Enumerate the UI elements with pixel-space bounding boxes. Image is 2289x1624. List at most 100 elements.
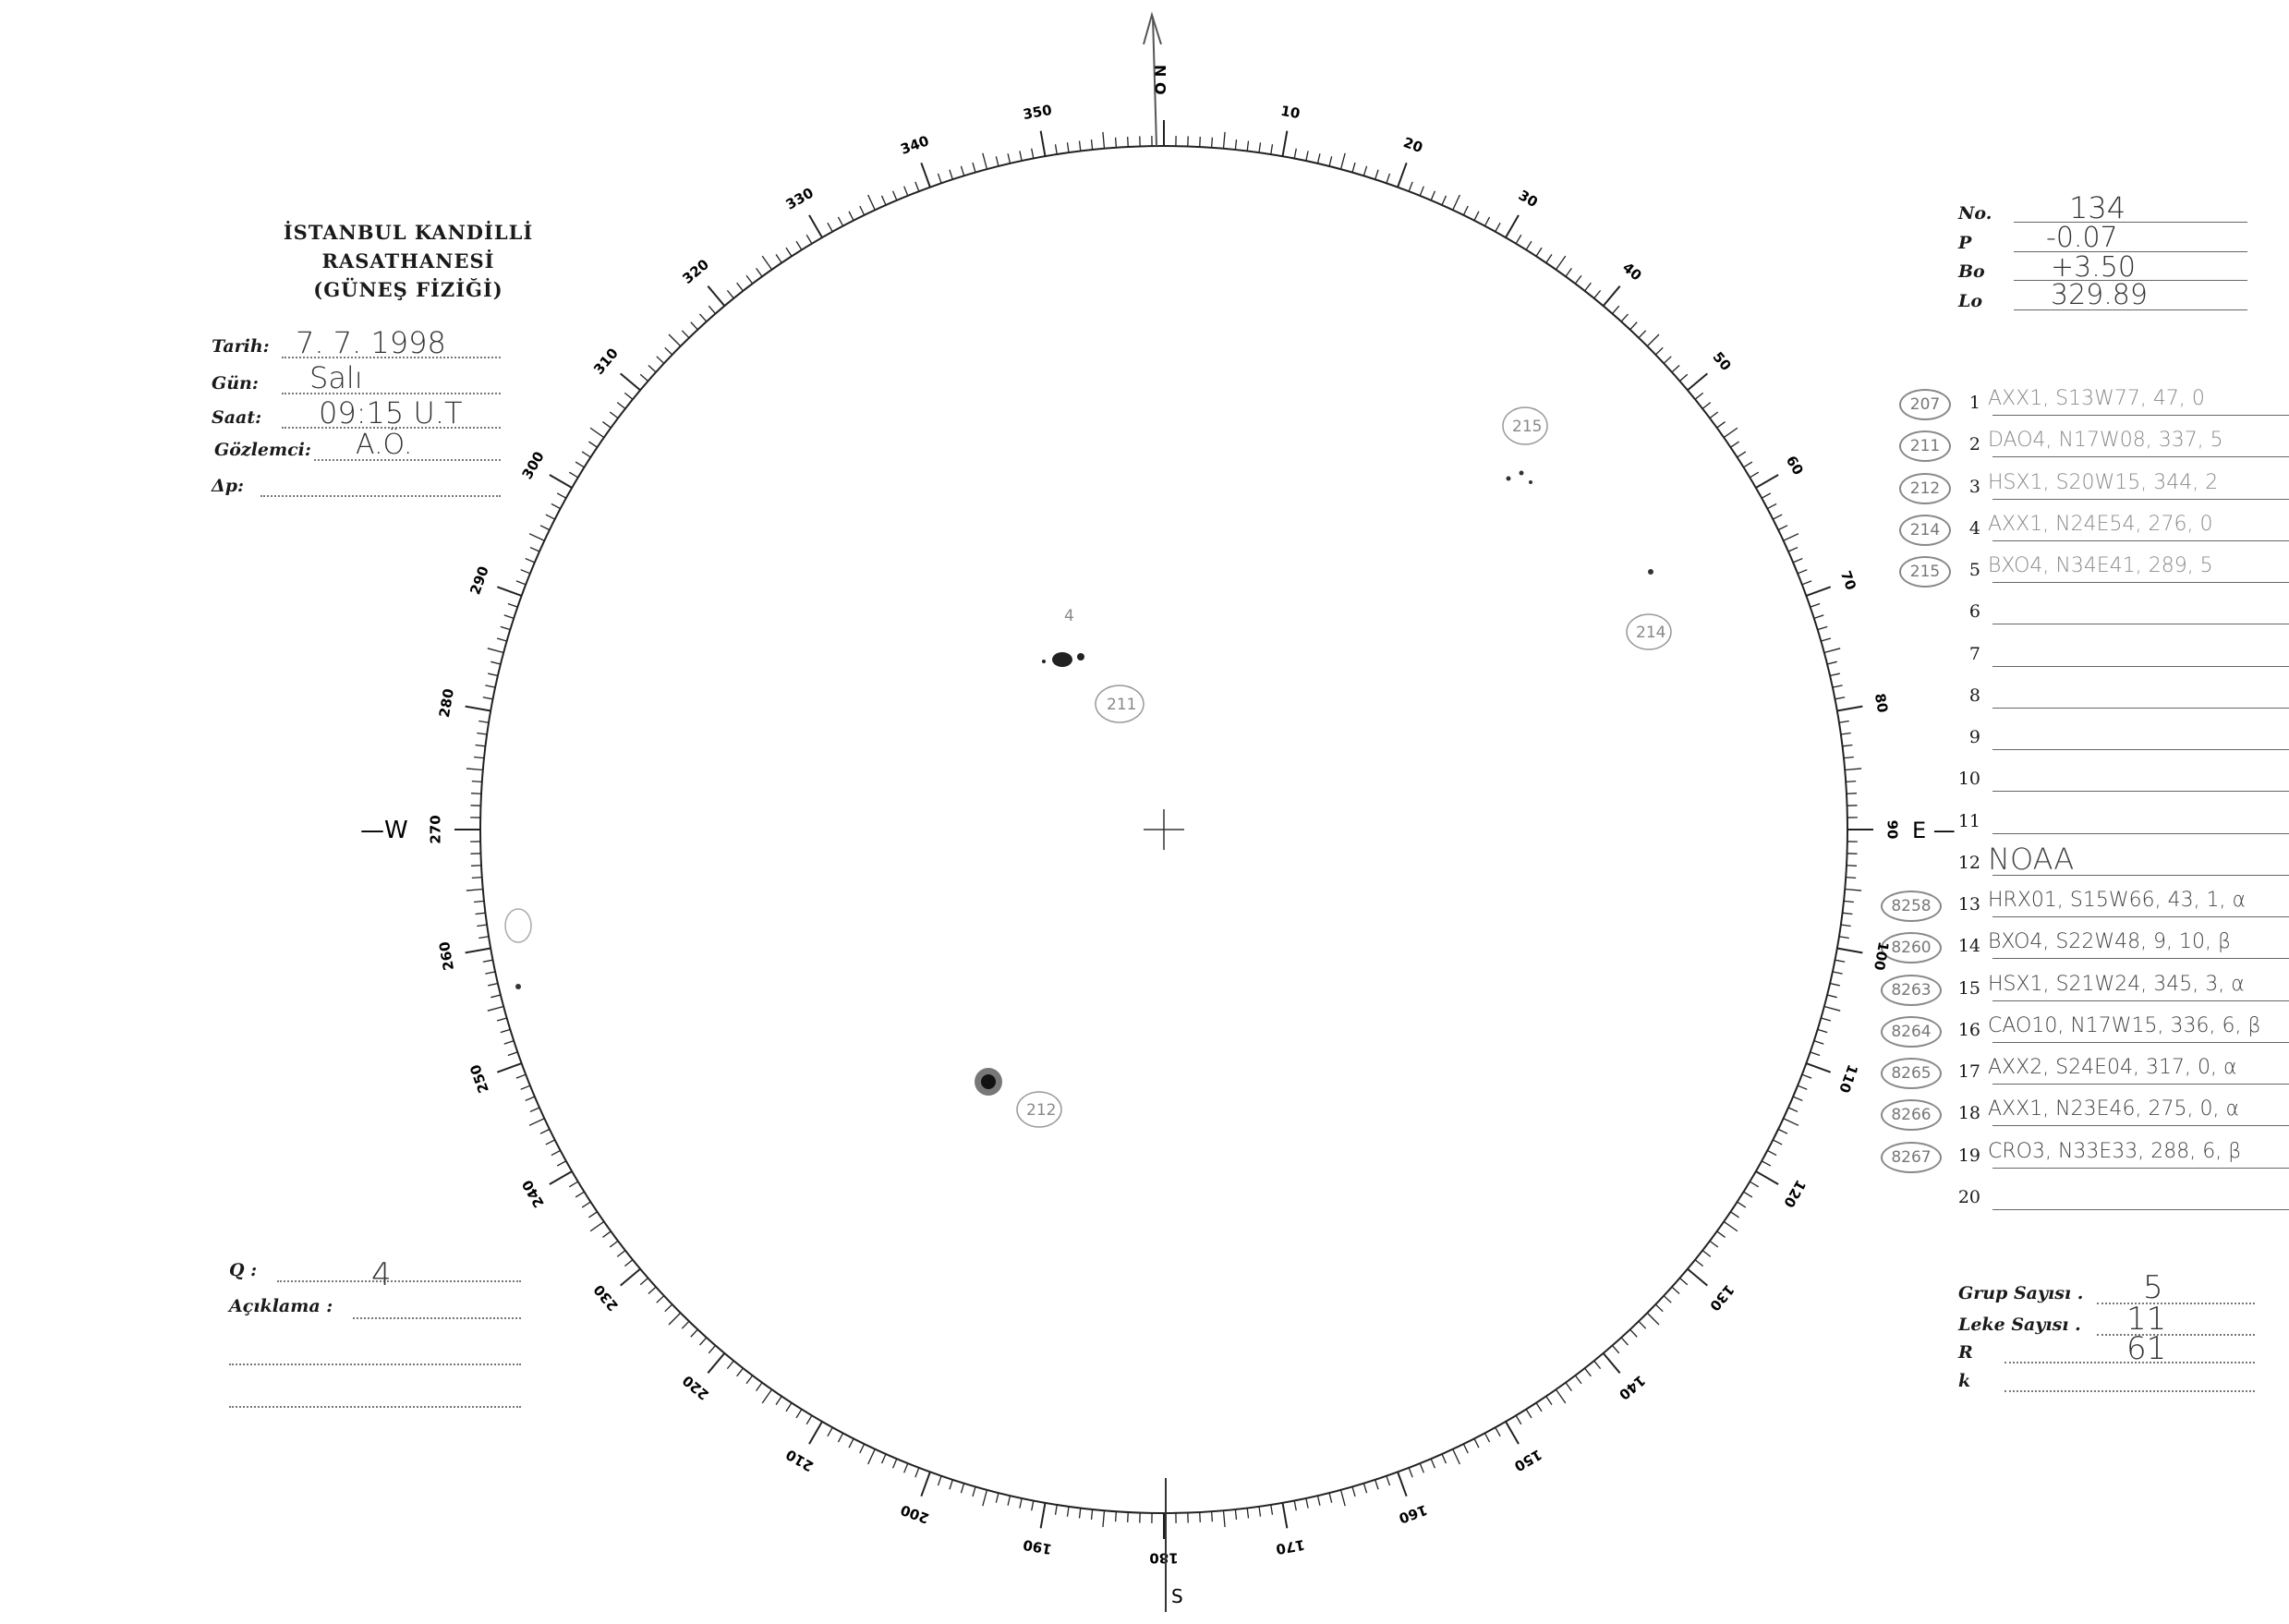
lo-value[interactable]: 329.89: [2051, 279, 2148, 311]
group-row-text[interactable]: HSX1, S20W15, 344, 2: [1988, 470, 2219, 494]
group-row-number: 2: [1968, 434, 1980, 455]
scale-tick: [972, 1486, 976, 1497]
scale-tick: [795, 240, 803, 250]
scale-tick: [1328, 156, 1333, 167]
scale-tick: [581, 451, 591, 458]
group-row-text[interactable]: AXX1, N24E54, 276, 0: [1988, 512, 2213, 536]
group-row-number: 8: [1968, 685, 1980, 706]
group-row-line: [1992, 1167, 2289, 1169]
q-value[interactable]: 4: [371, 1256, 392, 1293]
scale-tick: [1743, 461, 1753, 468]
gun-value[interactable]: Salı: [309, 360, 363, 395]
group-row-number: 19: [1957, 1145, 1980, 1166]
group-row-number: 6: [1968, 601, 1980, 623]
scale-tick: [1375, 1479, 1379, 1490]
bo-value[interactable]: +3.50: [2051, 251, 2136, 284]
scale-tick: [1787, 1107, 1798, 1113]
group-row-text[interactable]: NOAA: [1988, 841, 2075, 877]
scale-label: 90: [1884, 820, 1901, 840]
scale-tick: [1430, 190, 1436, 201]
group-row-text[interactable]: DAO4, N17W08, 337, 5: [1988, 429, 2223, 453]
scale-tick: [937, 173, 942, 184]
grup-sayisi-label: Grup Sayısı .: [1958, 1283, 2084, 1303]
p-value[interactable]: -0.07: [2046, 222, 2118, 254]
no-value[interactable]: 134: [2069, 190, 2126, 225]
scale-tick: [982, 1489, 988, 1507]
group-row-text[interactable]: HRX01, S15W66, 43, 1, α: [1988, 889, 2247, 913]
gozlemci-value[interactable]: A.Ö.: [356, 429, 413, 461]
scale-tick: [488, 982, 499, 987]
group-row-text[interactable]: AXX1, S13W77, 47, 0: [1988, 387, 2205, 410]
aciklama-line-2: [229, 1363, 521, 1365]
scale-tick: [1797, 569, 1808, 575]
scale-tick: [1842, 912, 1853, 915]
group-row-text[interactable]: BXO4, N34E41, 289, 5: [1988, 554, 2213, 578]
scale-tick: [1535, 1402, 1543, 1412]
scale-tick: [867, 1448, 876, 1465]
scale-tick: [1316, 1495, 1321, 1506]
scale-tick: [1835, 697, 1846, 700]
scale-tick: [466, 768, 483, 771]
scale-tick: [1293, 1500, 1297, 1511]
scale-tick: [515, 580, 527, 586]
scale-tick: [1525, 1409, 1532, 1419]
group-row-text[interactable]: CRO3, N33E33, 288, 6, β: [1988, 1139, 2242, 1163]
north-label: N O: [1152, 65, 1169, 95]
scale-tick: [589, 1220, 605, 1232]
scale-tick: [609, 1240, 619, 1248]
leke-sayisi-value[interactable]: 11: [2126, 1301, 2167, 1338]
group-row-text[interactable]: CAO10, N17W15, 336, 6, β: [1988, 1013, 2261, 1037]
scale-tick: [1339, 152, 1346, 170]
scale-tick: [1806, 1062, 1832, 1073]
scale-tick: [1845, 888, 1862, 891]
group-row-text[interactable]: HSX1, S21W24, 345, 3, α: [1988, 972, 2245, 996]
scale-tick: [477, 924, 488, 927]
bo-line: [2014, 280, 2247, 281]
tarih-label: Tarih:: [212, 336, 270, 357]
scale-label: 70: [1837, 568, 1859, 592]
scale-tick: [1593, 1360, 1602, 1370]
scale-label: 280: [436, 687, 457, 719]
scale-tick: [1293, 148, 1297, 159]
scale-tick: [1452, 1448, 1460, 1465]
scale-tick: [1555, 255, 1567, 271]
north-arrow: [1143, 11, 1162, 147]
group-row-number: 11: [1957, 810, 1980, 831]
group-row-text[interactable]: AXX1, N23E46, 275, 0, α: [1988, 1097, 2239, 1121]
scale-tick: [707, 285, 726, 307]
scale-tick: [1316, 153, 1321, 164]
scale-tick: [761, 255, 773, 271]
tarih-value[interactable]: 7. 7. 1998: [296, 325, 446, 360]
scale-tick: [1687, 1267, 1708, 1287]
scale-label: 140: [1616, 1372, 1649, 1403]
scale-tick: [914, 1467, 920, 1478]
scale-tick: [588, 1211, 598, 1218]
r-value[interactable]: 61: [2126, 1330, 2167, 1367]
scale-label: 200: [899, 1501, 932, 1527]
scale-tick: [1826, 661, 1837, 665]
scale-tick: [466, 888, 483, 891]
grup-sayisi-value[interactable]: 5: [2143, 1269, 2163, 1306]
saat-value[interactable]: 09:15 U.T: [319, 395, 463, 430]
scale-tick: [1114, 1511, 1118, 1522]
scale-tick: [903, 1462, 909, 1473]
scale-tick: [920, 1472, 931, 1497]
scale-label: 310: [590, 345, 622, 378]
scale-tick: [1646, 1312, 1660, 1326]
group-id-badge: 8260: [1881, 932, 1942, 964]
group-id-badge: 8266: [1881, 1099, 1942, 1132]
scale-tick: [1362, 165, 1368, 176]
scale-tick: [1584, 282, 1592, 292]
group-row-text[interactable]: AXX2, S24E04, 317, 0, α: [1988, 1056, 2237, 1080]
scale-tick: [1397, 162, 1408, 188]
q-line: [277, 1280, 521, 1282]
group-id-badge: 212: [1899, 472, 1951, 504]
scale-tick: [1019, 1497, 1023, 1509]
scale-tick: [707, 1352, 726, 1374]
scale-tick: [837, 216, 844, 226]
group-row-text[interactable]: BXO4, S22W48, 9, 10, β: [1988, 930, 2232, 954]
scale-tick: [465, 705, 491, 712]
scale-tick: [1671, 364, 1680, 373]
scale-tick: [1777, 1128, 1788, 1134]
scale-tick: [1484, 1433, 1491, 1443]
